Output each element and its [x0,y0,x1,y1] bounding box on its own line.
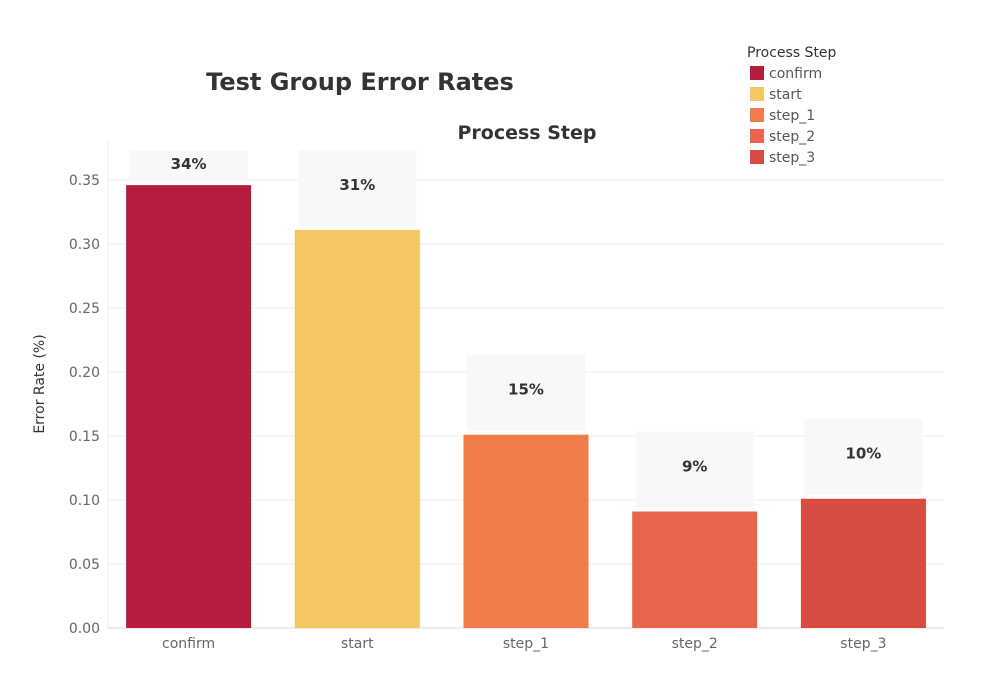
legend-title: Process Step [747,45,837,61]
data-label-box [804,418,923,495]
data-label-step_1: 15% [508,381,544,399]
x-tick-label: confirm [162,636,215,652]
data-label-box [298,149,417,226]
bar-step_1[interactable] [463,434,589,628]
y-tick-label: 0.05 [69,557,100,573]
legend-swatch-step_2 [750,129,764,143]
legend-swatch-start [750,87,764,101]
y-tick-label: 0.20 [69,365,100,381]
data-label-step_2: 9% [682,458,707,476]
y-tick-label: 0.10 [69,493,100,509]
data-label-start: 31% [339,176,375,194]
legend-item-confirm[interactable]: confirm [769,66,822,82]
y-axis-label: Error Rate (%) [32,334,48,433]
x-tick-label: step_1 [503,636,549,652]
data-label-backgrounds [129,149,923,508]
legend-item-step_1[interactable]: step_1 [769,108,815,124]
legend-swatch-step_3 [750,150,764,164]
y-tick-label: 0.35 [69,173,100,189]
bar-step_2[interactable] [632,511,758,628]
y-axis-ticks: 0.00 0.05 0.10 0.15 0.20 0.25 0.30 0.35 [69,173,100,637]
data-label-box [467,354,585,431]
x-tick-label: start [341,636,374,652]
legend-item-step_2[interactable]: step_2 [769,129,815,145]
bars [126,185,926,629]
legend: confirm start step_1 step_2 step_3 [750,66,822,166]
legend-item-step_3[interactable]: step_3 [769,150,815,166]
legend-swatch-step_1 [750,108,764,122]
data-labels: 34% 31% 15% 9% 10% [171,155,882,475]
y-tick-label: 0.00 [69,621,100,637]
legend-swatch-confirm [750,66,764,80]
y-tick-label: 0.30 [69,237,100,253]
bar-start[interactable] [294,229,420,629]
x-tick-label: step_3 [840,636,886,652]
x-axis-ticks: confirm start step_1 step_2 step_3 [162,636,886,652]
chart-subtitle: Process Step [458,122,597,144]
data-label-confirm: 34% [171,155,207,173]
y-tick-label: 0.15 [69,429,100,445]
legend-item-start[interactable]: start [769,87,802,103]
bar-confirm[interactable] [126,185,252,628]
data-label-box [129,151,248,182]
bar-step_3[interactable] [800,498,926,628]
chart-title: Test Group Error Rates [206,68,514,96]
x-tick-label: step_2 [672,636,718,652]
data-label-box [635,431,754,508]
y-tick-label: 0.25 [69,301,100,317]
data-label-step_3: 10% [845,445,881,463]
